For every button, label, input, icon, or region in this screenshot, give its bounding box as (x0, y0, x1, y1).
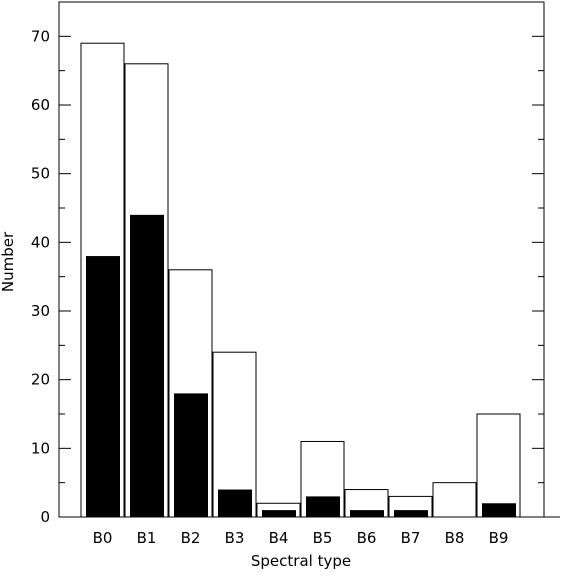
y-tick-label: 40 (31, 233, 50, 251)
x-tick-label: B3 (225, 529, 245, 547)
y-tick-label: 50 (31, 165, 50, 183)
x-tick-label: B9 (489, 529, 509, 547)
x-tick-label: B8 (445, 529, 465, 547)
x-tick-label: B5 (313, 529, 333, 547)
bar-subset-B7 (394, 510, 428, 517)
x-tick-label: B4 (269, 529, 289, 547)
bar-subset-B1 (130, 214, 164, 517)
y-tick-label: 30 (31, 302, 50, 320)
ticks-group (59, 1, 544, 518)
bar-subset-B0 (86, 256, 120, 517)
y-tick-label: 0 (40, 508, 50, 526)
x-tick-label: B6 (357, 529, 377, 547)
axes-group (58, 1, 560, 518)
y-tick-label: 20 (31, 371, 50, 389)
bar-subset-B2 (174, 393, 208, 517)
bar-total-B8 (432, 482, 477, 518)
bar-subset-B3 (218, 489, 252, 517)
y-tick-label: 10 (31, 439, 50, 457)
x-tick-label: B1 (137, 529, 157, 547)
tick-labels-group: 0 10 20 30 40 50 60 70 B0 B1 B2 B3 B4 B5 B6 B7 B8 B9 (31, 27, 509, 547)
y-tick-label: 60 (31, 96, 50, 114)
x-tick-label: B0 (93, 529, 113, 547)
bar-subset-B6 (350, 510, 384, 517)
bar-total-B9 (476, 413, 521, 518)
x-tick-label: B7 (401, 529, 421, 547)
x-axis-label: Spectral type (251, 552, 351, 570)
x-tick-label: B2 (181, 529, 201, 547)
y-axis-label: Number (0, 231, 17, 292)
subset-bars-group (86, 214, 516, 517)
y-tick-label: 70 (31, 27, 50, 45)
bar-subset-B5 (306, 496, 340, 517)
bar-subset-B4 (262, 510, 296, 517)
bar-subset-B9 (482, 503, 516, 517)
